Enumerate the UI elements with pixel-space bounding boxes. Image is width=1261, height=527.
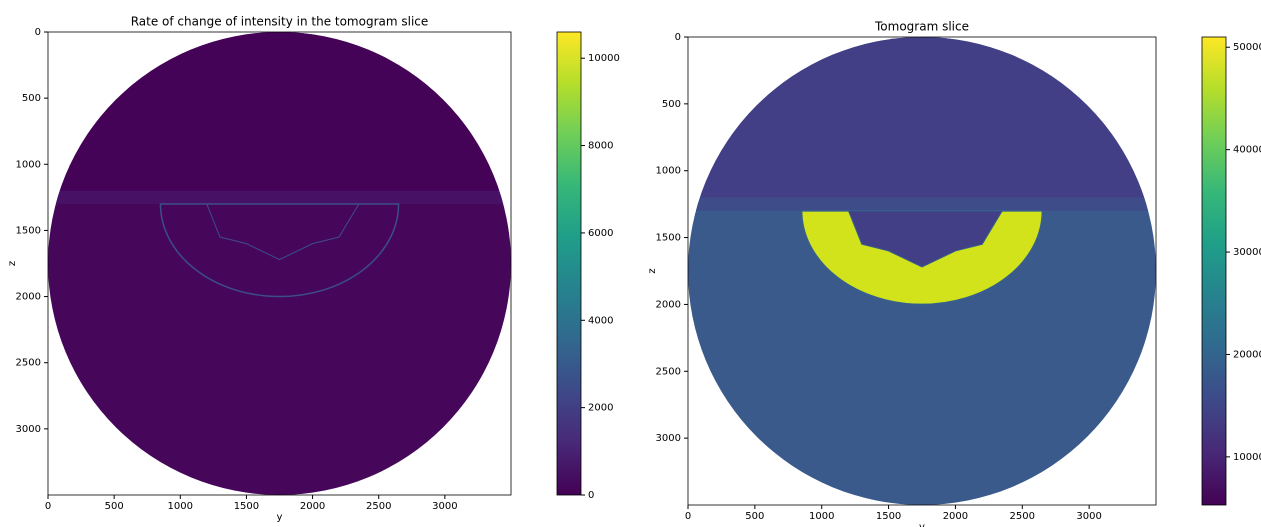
x-tick-label: 2000	[300, 501, 325, 512]
chart: Rate of change of intensity in the tomog…	[7, 15, 620, 524]
y-tick-label: 1000	[16, 159, 41, 170]
image	[48, 32, 511, 495]
x-tick-label: 1500	[234, 501, 259, 512]
x-tick-label: 1500	[876, 511, 901, 522]
y-tick-label: 2000	[16, 292, 41, 303]
chart-title: Tomogram slice	[874, 20, 969, 34]
colorbar-tick-label: 50000	[1233, 42, 1261, 53]
y-tick-label: 2000	[656, 299, 681, 310]
y-tick-label: 0	[675, 32, 681, 43]
colorbar-tick-label: 6000	[588, 228, 613, 239]
x-tick-label: 1000	[809, 511, 834, 522]
x-tick-label: 0	[45, 501, 51, 512]
y-tick-label: 1500	[16, 225, 41, 236]
x-axis-label: y	[277, 512, 283, 523]
x-axis-label: y	[919, 522, 925, 527]
image-region	[688, 37, 1156, 197]
image-region	[688, 197, 1156, 210]
y-axis-label: z	[647, 268, 658, 273]
figure: Rate of change of intensity in the tomog…	[0, 0, 1261, 527]
chart-title: Rate of change of intensity in the tomog…	[131, 15, 429, 29]
y-tick-label: 1000	[656, 166, 681, 177]
x-tick-label: 500	[105, 501, 124, 512]
colorbar-tick-label: 8000	[588, 141, 613, 152]
colorbar-tick-label: 40000	[1233, 145, 1261, 156]
y-tick-label: 500	[662, 99, 681, 110]
x-tick-label: 2500	[1010, 511, 1035, 522]
y-tick-label: 2500	[16, 358, 41, 369]
image	[688, 37, 1156, 505]
image-region	[48, 32, 511, 191]
colorbar-tick-label: 10000	[588, 53, 620, 64]
x-tick-label: 3000	[432, 501, 457, 512]
y-tick-label: 500	[22, 93, 41, 104]
y-tick-label: 1500	[656, 233, 681, 244]
x-tick-label: 1000	[168, 501, 193, 512]
colorbar-tick-label: 0	[588, 490, 594, 501]
x-tick-label: 2500	[366, 501, 391, 512]
colorbar-tick-label: 2000	[588, 403, 613, 414]
y-tick-label: 3000	[656, 433, 681, 444]
colorbar-tick-label: 20000	[1233, 349, 1261, 360]
colorbar-tick-label: 10000	[1233, 452, 1261, 463]
x-tick-label: 3000	[1076, 511, 1101, 522]
colorbar-tick-label: 4000	[588, 315, 613, 326]
y-tick-label: 2500	[656, 366, 681, 377]
x-tick-label: 0	[685, 511, 691, 522]
y-axis-label: z	[7, 261, 18, 266]
x-tick-label: 500	[745, 511, 764, 522]
y-tick-label: 3000	[16, 424, 41, 435]
x-tick-label: 2000	[943, 511, 968, 522]
image-region	[48, 191, 511, 204]
colorbar	[557, 32, 581, 495]
colorbar	[1202, 37, 1226, 505]
y-tick-label: 0	[35, 27, 41, 38]
